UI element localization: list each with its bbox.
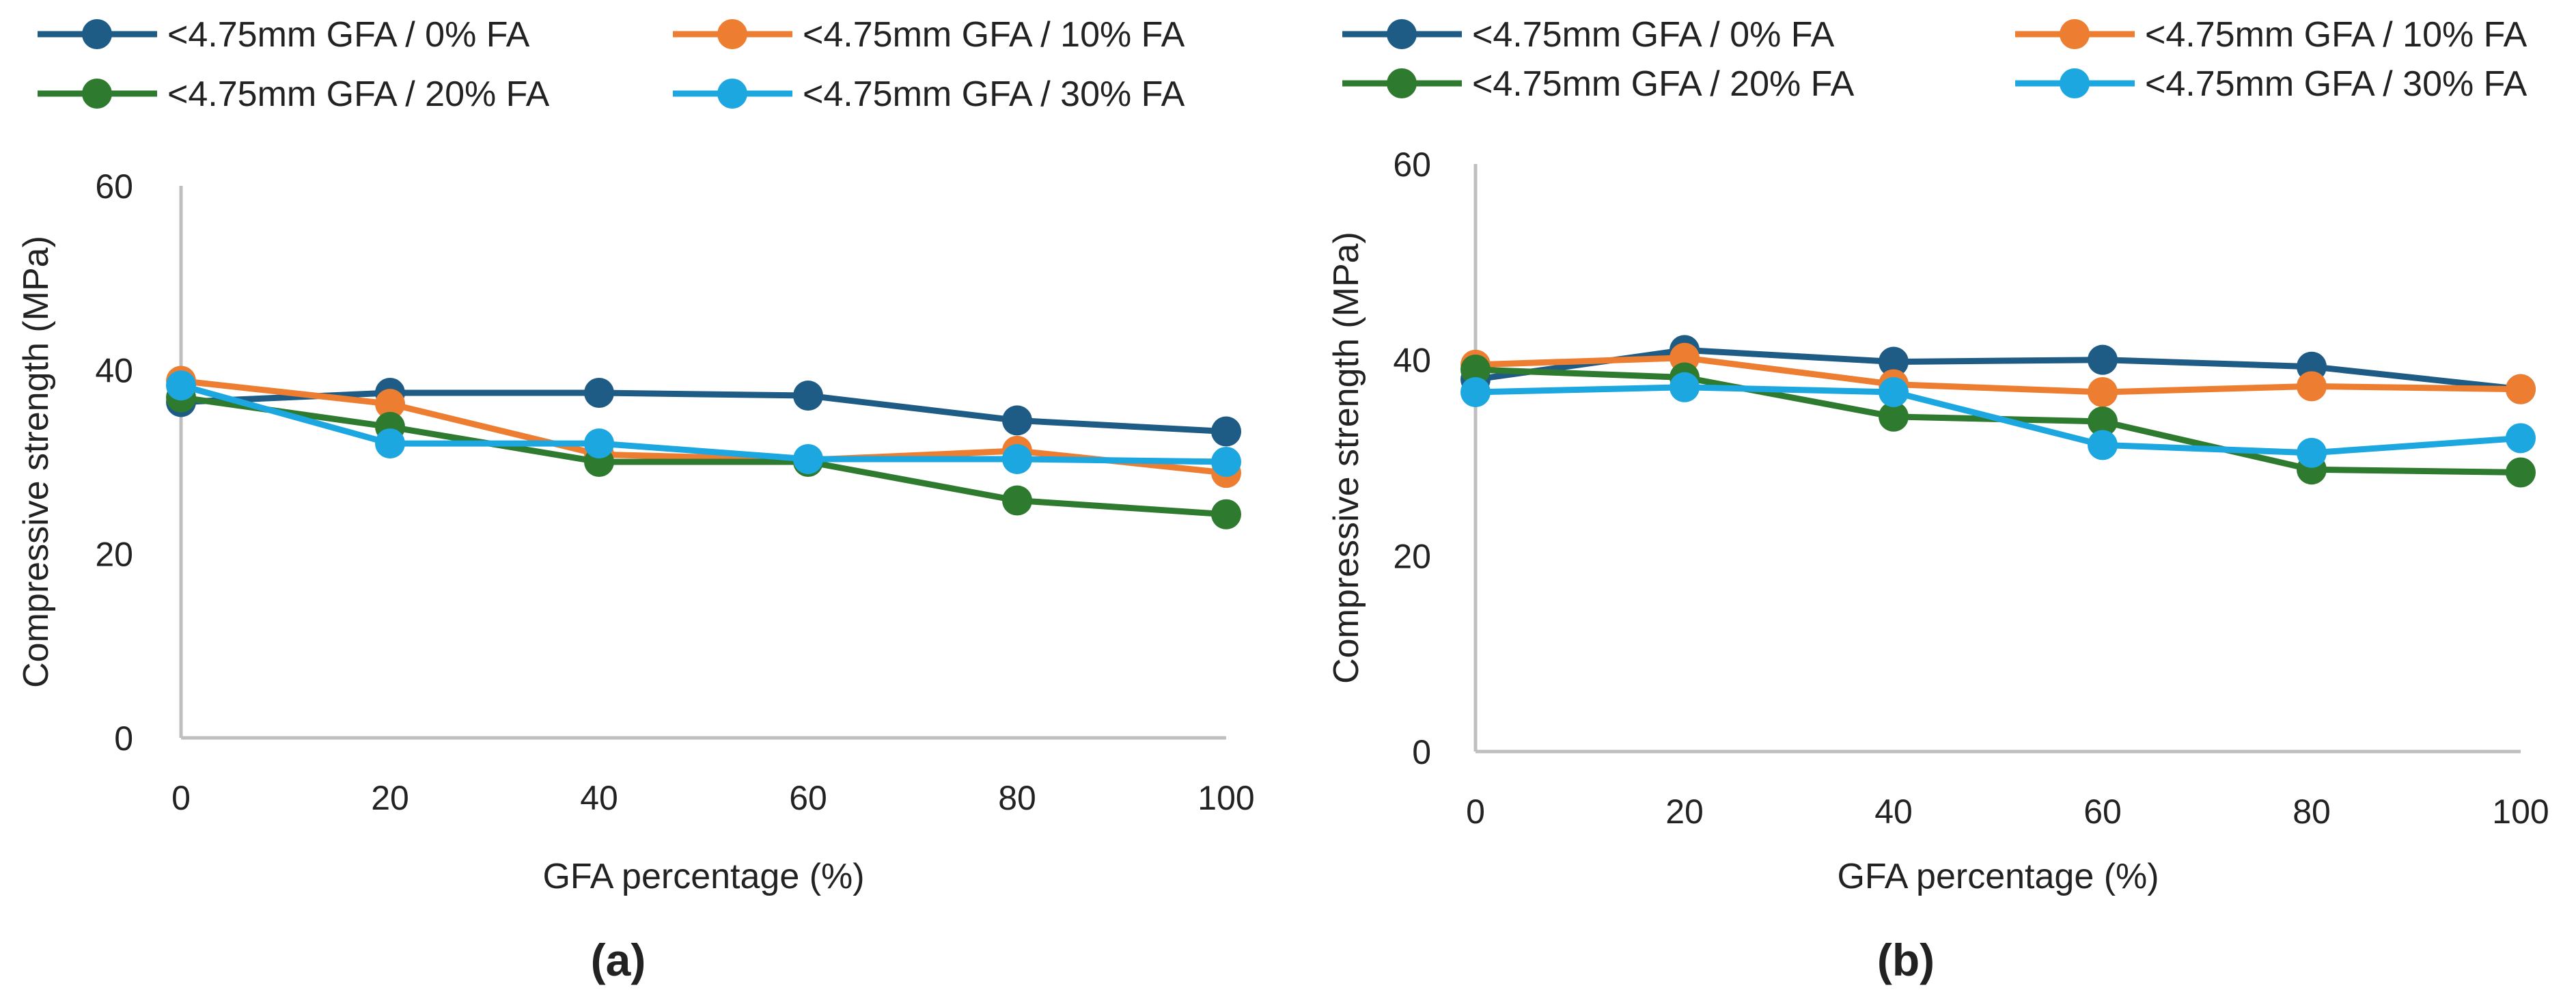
legend-label: <4.75mm GFA / 30% FA — [803, 74, 1185, 114]
data-point — [1002, 405, 1032, 436]
data-point — [2088, 376, 2118, 407]
legend-swatch-marker — [1387, 19, 1417, 49]
series-line-3 — [1472, 384, 2524, 456]
data-point — [2297, 437, 2327, 468]
y-tick-label: 0 — [1412, 733, 1431, 771]
y-tick-label: 60 — [95, 167, 133, 206]
data-point — [1002, 443, 1032, 474]
data-point — [1670, 372, 1700, 402]
x-tick-label: 80 — [998, 779, 1036, 817]
series-line-0 — [1472, 346, 2524, 393]
y-tick-label: 40 — [1393, 342, 1431, 380]
legend-label: <4.75mm GFA / 10% FA — [803, 15, 1185, 55]
legend-label: <4.75mm GFA / 0% FA — [167, 15, 530, 55]
y-tick-label: 60 — [1393, 146, 1431, 184]
legend-swatch-marker — [717, 19, 747, 49]
y-axis-title: Compressive strength (MPa) — [1327, 232, 1366, 684]
data-point — [2297, 371, 2327, 402]
legend-entry: <4.75mm GFA / 10% FA — [673, 15, 1185, 55]
legend-label: <4.75mm GFA / 10% FA — [2145, 15, 2527, 55]
data-point — [1211, 447, 1241, 477]
y-tick-label: 20 — [1393, 537, 1431, 575]
legend-swatch-marker — [2060, 68, 2090, 98]
data-point — [375, 428, 405, 459]
panel-label: (b) — [1877, 935, 1935, 985]
x-tick-label: 60 — [789, 779, 827, 817]
x-tick-label: 40 — [580, 779, 618, 817]
y-tick-label: 20 — [95, 536, 133, 574]
data-point — [2506, 374, 2536, 404]
y-tick-label: 40 — [95, 351, 133, 389]
x-tick-label: 0 — [171, 779, 191, 817]
x-axis-title: GFA percentage (%) — [1837, 857, 2159, 896]
data-point — [1211, 499, 1241, 529]
legend-swatch-marker — [717, 79, 747, 109]
legend-swatch-marker — [2060, 19, 2090, 49]
legend-entry: <4.75mm GFA / 10% FA — [2015, 15, 2527, 55]
legend-label: <4.75mm GFA / 20% FA — [167, 74, 550, 114]
series-line-1 — [178, 377, 1230, 476]
data-point — [2088, 344, 2118, 375]
data-point — [375, 389, 405, 419]
legend-entry: <4.75mm GFA / 20% FA — [1342, 64, 1855, 104]
y-tick-label: 0 — [114, 719, 133, 758]
data-point — [1002, 485, 1032, 516]
data-point — [1211, 416, 1241, 447]
x-tick-label: 80 — [2293, 793, 2331, 831]
x-tick-label: 100 — [2492, 793, 2549, 831]
x-tick-label: 20 — [371, 779, 409, 817]
legend-entry: <4.75mm GFA / 0% FA — [38, 15, 530, 55]
chart-panel-b: 0 20 40 60 0 20 40 60 80 100 GFA percentage (%) Com… — [1327, 15, 2549, 985]
data-point — [2088, 430, 2118, 460]
data-point — [1879, 346, 1909, 377]
x-tick-label: 0 — [1466, 793, 1485, 831]
legend-entry: <4.75mm GFA / 0% FA — [1342, 15, 1835, 55]
series-line-0 — [178, 389, 1230, 435]
x-axis-title: GFA percentage (%) — [542, 857, 864, 896]
y-axis-title: Compressive strength (MPa) — [16, 236, 56, 688]
data-point — [1460, 355, 1491, 385]
data-point — [1460, 376, 1491, 407]
series-line-2 — [178, 394, 1230, 518]
legend-entry: <4.75mm GFA / 20% FA — [38, 74, 550, 114]
series-line-1 — [1472, 355, 2524, 396]
data-point — [793, 381, 823, 411]
data-point — [584, 378, 614, 408]
legend-swatch-marker — [1387, 68, 1417, 98]
chart-panel-a: 0 20 40 60 0 20 40 60 80 100 GFA percentage (%) Com… — [16, 15, 1255, 985]
legend-label: <4.75mm GFA / 30% FA — [2145, 64, 2527, 104]
x-tick-label: 100 — [1197, 779, 1254, 817]
panel-label: (a) — [591, 935, 646, 985]
data-point — [2506, 423, 2536, 454]
legend-label: <4.75mm GFA / 0% FA — [1472, 15, 1835, 55]
data-point — [2506, 457, 2536, 488]
data-point — [584, 428, 614, 459]
data-point — [2088, 406, 2118, 437]
data-point — [793, 443, 823, 474]
legend-swatch-marker — [82, 19, 112, 49]
data-point — [1879, 376, 1909, 407]
series-line-3 — [178, 382, 1230, 465]
legend-swatch-marker — [82, 79, 112, 109]
data-point — [166, 370, 196, 401]
legend-label: <4.75mm GFA / 20% FA — [1472, 64, 1855, 104]
x-tick-label: 60 — [2083, 793, 2122, 831]
x-tick-label: 20 — [1665, 793, 1704, 831]
legend-entry: <4.75mm GFA / 30% FA — [2015, 64, 2527, 104]
legend-entry: <4.75mm GFA / 30% FA — [673, 74, 1185, 114]
x-tick-label: 40 — [1874, 793, 1913, 831]
data-point — [1879, 401, 1909, 432]
